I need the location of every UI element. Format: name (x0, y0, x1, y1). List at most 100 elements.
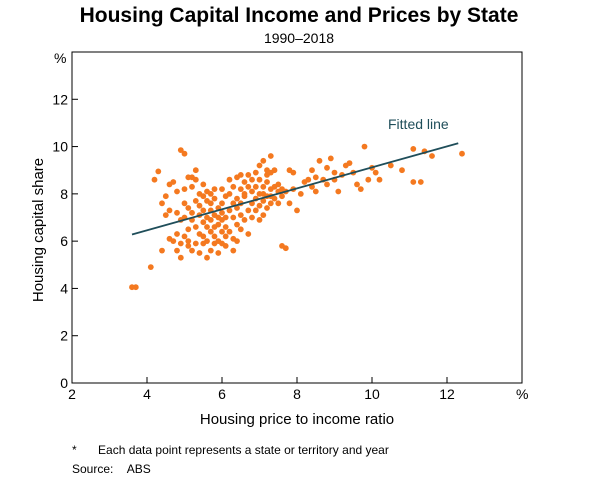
data-point (357, 186, 364, 193)
chart-subtitle: 1990–2018 (263, 30, 335, 46)
data-point (241, 217, 248, 223)
data-point (192, 224, 199, 230)
y-tick-label: 0 (60, 375, 68, 391)
data-point (252, 169, 259, 176)
data-point (271, 195, 278, 202)
data-point (170, 179, 177, 185)
chart-title: Housing Capital Income and Prices by Sta… (79, 4, 519, 27)
data-point (267, 200, 274, 207)
data-point (230, 247, 237, 254)
data-point (189, 247, 195, 254)
data-point (429, 153, 435, 159)
data-point (260, 183, 267, 190)
data-point (260, 212, 267, 219)
data-point (252, 183, 259, 190)
data-point (297, 191, 304, 197)
data-point (174, 247, 180, 254)
data-point (189, 183, 195, 190)
data-point (192, 167, 199, 174)
y-tick-label: 4 (60, 280, 68, 296)
fitted-line (131, 142, 459, 236)
x-unit-label: % (516, 386, 528, 402)
data-point (249, 176, 255, 183)
data-point (226, 207, 233, 214)
data-point (410, 179, 417, 185)
data-point (256, 202, 263, 209)
data-point (204, 224, 210, 230)
data-point (290, 169, 297, 176)
data-point (237, 172, 244, 178)
data-point (226, 191, 233, 197)
data-point (256, 176, 263, 183)
data-point (174, 209, 180, 216)
data-point (215, 221, 222, 228)
data-point (309, 167, 315, 174)
data-point (245, 231, 252, 237)
data-point (177, 240, 184, 247)
data-point (260, 198, 267, 204)
data-point (219, 186, 225, 193)
data-point (372, 169, 379, 176)
source-label: Source: (72, 462, 114, 476)
data-point (249, 214, 255, 221)
data-point (222, 233, 229, 240)
data-point (365, 176, 372, 183)
data-point (234, 195, 240, 202)
data-point (207, 200, 214, 207)
data-point (170, 238, 177, 245)
data-point (162, 212, 169, 219)
data-point (234, 205, 240, 211)
data-point (200, 181, 207, 188)
data-point (324, 164, 330, 171)
data-point (185, 226, 192, 233)
footnote: * Each data point represents a state or … (72, 443, 389, 457)
data-point (282, 245, 289, 252)
data-point (237, 226, 244, 233)
x-tick-label: 8 (293, 386, 301, 402)
data-point (174, 188, 180, 195)
data-point (207, 217, 214, 223)
data-point (316, 157, 323, 164)
data-point (256, 217, 263, 223)
data-point (305, 176, 312, 183)
data-point (177, 254, 184, 261)
data-point (222, 243, 229, 249)
y-tick-label: 6 (60, 233, 68, 249)
data-point (196, 250, 203, 256)
data-point (181, 186, 188, 193)
data-point (151, 176, 158, 183)
data-point (279, 193, 285, 200)
data-point (260, 157, 267, 164)
y-tick-label: 2 (60, 328, 68, 344)
data-point (327, 155, 334, 162)
x-tick-label: 10 (364, 386, 380, 402)
data-point (234, 221, 240, 228)
data-point (174, 231, 180, 237)
data-point (196, 202, 203, 209)
data-point (267, 153, 274, 159)
data-point (245, 207, 252, 214)
data-point (271, 167, 278, 174)
data-point (294, 207, 300, 214)
data-point (249, 188, 255, 195)
data-point (230, 200, 237, 207)
data-point (459, 150, 465, 157)
source-text: ABS (126, 462, 151, 476)
y-tick-label: 12 (52, 91, 68, 107)
x-axis-label: Housing price to income ratio (200, 411, 394, 428)
data-point (312, 174, 319, 181)
data-point (237, 212, 244, 219)
y-tick-label: 10 (52, 139, 68, 155)
data-point (200, 233, 207, 240)
data-point (275, 181, 282, 188)
x-tick-label: 4 (143, 386, 151, 402)
data-point (207, 247, 214, 254)
data-point (185, 205, 192, 211)
data-point (185, 243, 192, 249)
data-point (324, 181, 330, 188)
data-point (226, 176, 233, 183)
source-note: Source: ABS (72, 462, 151, 476)
data-point (155, 168, 162, 175)
data-point (219, 228, 225, 235)
